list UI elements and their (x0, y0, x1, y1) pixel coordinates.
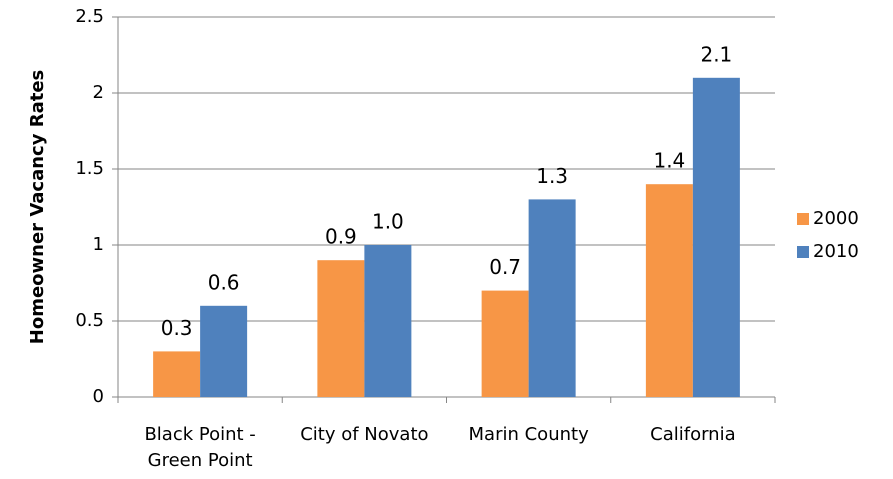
y-tick-label: 1 (93, 234, 104, 255)
value-label: 0.6 (208, 270, 240, 294)
x-tick-label: City of Novato (300, 424, 429, 445)
legend-swatch (797, 213, 809, 225)
bar (200, 305, 248, 397)
y-tick-label: 1.5 (75, 158, 104, 179)
bar (528, 199, 576, 397)
value-label: 1.4 (653, 149, 685, 173)
y-tick-label: 0 (93, 386, 104, 407)
bar (364, 245, 412, 397)
legend-swatch (797, 246, 809, 258)
legend-label: 2010 (813, 241, 859, 262)
y-tick-label: 2 (93, 82, 104, 103)
value-label: 0.7 (489, 255, 521, 279)
value-label: 1.0 (372, 210, 404, 234)
y-tick-label: 2.5 (75, 6, 104, 27)
y-tick-label: 0.5 (75, 310, 104, 331)
x-tick-label: Black Point - Green Point (144, 424, 256, 471)
y-axis-label: Homeowner Vacancy Rates (27, 70, 48, 344)
legend-label: 2000 (813, 208, 859, 229)
bar (645, 184, 693, 397)
value-label: 1.3 (536, 164, 568, 188)
bar (317, 260, 365, 397)
value-label: 0.9 (325, 225, 357, 249)
value-label: 2.1 (700, 42, 732, 66)
x-tick-label: Marin County (468, 424, 589, 445)
bar (692, 77, 740, 398)
value-label: 0.3 (161, 316, 193, 340)
x-tick-label: California (650, 424, 736, 445)
bar (481, 290, 529, 397)
bar (153, 351, 201, 397)
